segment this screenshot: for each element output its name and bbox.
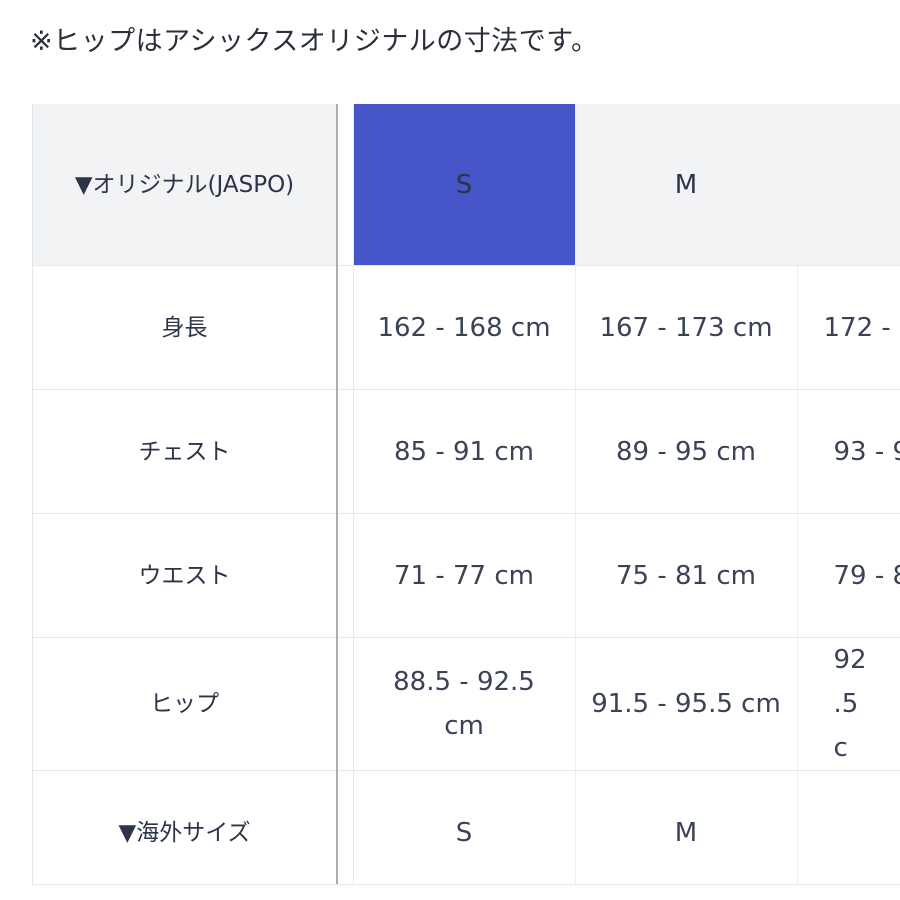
size-header-l[interactable]: [797, 104, 900, 266]
row-label: ▼海外サイズ: [33, 770, 338, 884]
table-cell: 75 - 81 cm: [575, 513, 798, 638]
column-gap: [337, 389, 354, 514]
table-row-waist: ウエスト 71 - 77 cm 75 - 81 cm 79 - 8: [33, 513, 900, 638]
row-label: ウエスト: [33, 513, 338, 638]
size-table-container[interactable]: ▼オリジナル(JASPO) S M 身長 162 - 168 cm 167 - …: [32, 104, 900, 885]
row-label: 身長: [33, 265, 338, 390]
table-cell: M: [575, 770, 798, 884]
table-cell: 92.5 c: [797, 637, 900, 771]
column-gap: [337, 770, 354, 884]
row-label: ヒップ: [33, 637, 338, 771]
column-gap: [337, 104, 354, 266]
column-gap: [337, 265, 354, 390]
header-label-original-jaspo: ▼オリジナル(JASPO): [33, 104, 338, 266]
table-header-row: ▼オリジナル(JASPO) S M: [33, 104, 900, 266]
table-cell: 93 - 9: [797, 389, 900, 514]
size-header-s[interactable]: S: [353, 104, 576, 266]
table-cell: S: [353, 770, 576, 884]
table-cell: 71 - 77 cm: [353, 513, 576, 638]
table-cell: 88.5 - 92.5 cm: [353, 637, 576, 771]
table-cell: 89 - 95 cm: [575, 389, 798, 514]
table-cell: 162 - 168 cm: [353, 265, 576, 390]
table-row-chest: チェスト 85 - 91 cm 89 - 95 cm 93 - 9: [33, 389, 900, 514]
size-header-m[interactable]: M: [575, 104, 798, 266]
table-cell: 91.5 - 95.5 cm: [575, 637, 798, 771]
table-cell: [797, 770, 900, 884]
column-gap: [337, 513, 354, 638]
column-gap: [337, 637, 354, 771]
size-note: ※ヒップはアシックスオリジナルの寸法です。: [30, 26, 599, 57]
table-cell: 79 - 8: [797, 513, 900, 638]
row-label: チェスト: [33, 389, 338, 514]
table-cell-text: 92.5 c: [833, 645, 867, 763]
table-cell: 167 - 173 cm: [575, 265, 798, 390]
table-row-hip: ヒップ 88.5 - 92.5 cm 91.5 - 95.5 cm 92.5 c: [33, 637, 900, 771]
table-cell-text: 88.5 - 92.5 cm: [393, 667, 535, 741]
table-row-overseas-size: ▼海外サイズ S M: [33, 770, 900, 884]
size-table: ▼オリジナル(JASPO) S M 身長 162 - 168 cm 167 - …: [33, 104, 900, 884]
table-row-height: 身長 162 - 168 cm 167 - 173 cm 172 - 1: [33, 265, 900, 390]
table-cell: 172 - 1: [797, 265, 900, 390]
table-cell: 85 - 91 cm: [353, 389, 576, 514]
